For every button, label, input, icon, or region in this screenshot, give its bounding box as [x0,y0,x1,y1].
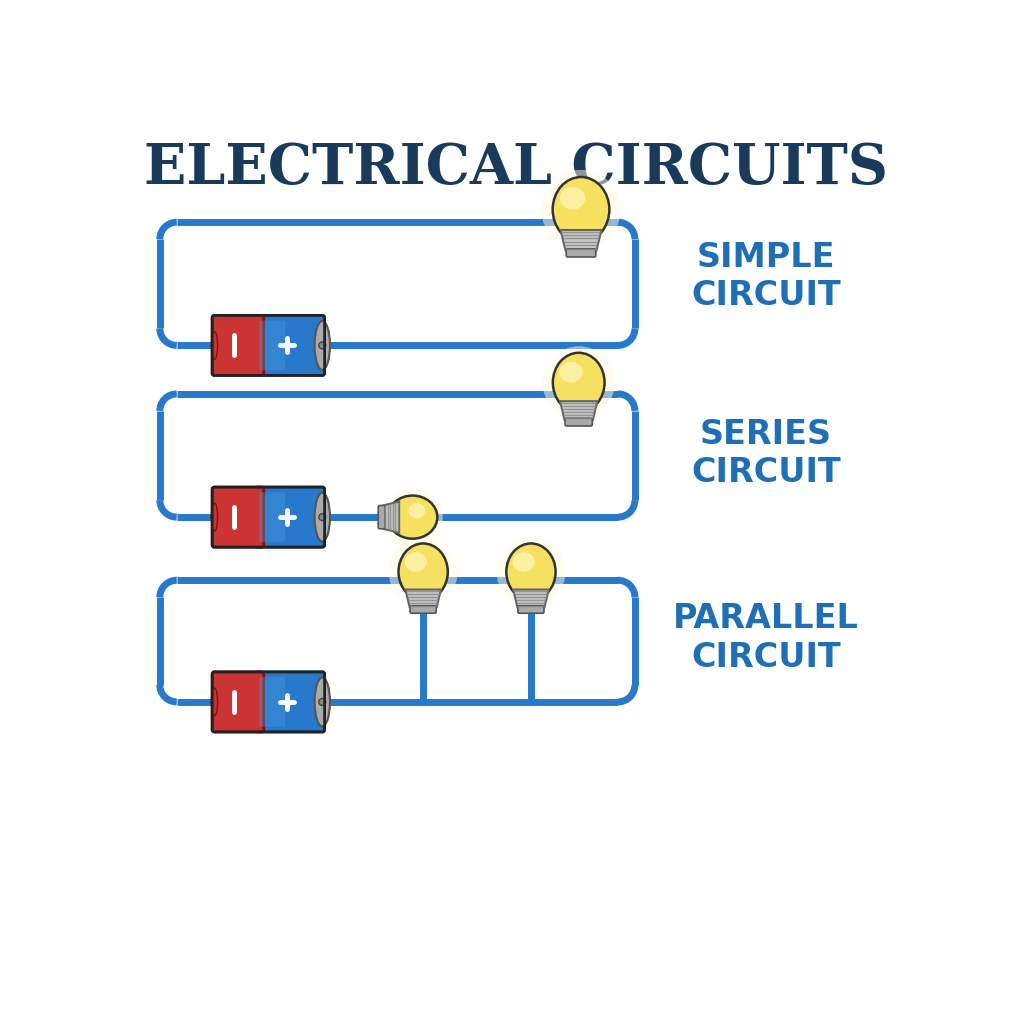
Ellipse shape [560,187,586,210]
Ellipse shape [404,552,427,571]
Ellipse shape [318,698,326,706]
Ellipse shape [506,544,556,600]
FancyBboxPatch shape [212,487,264,547]
Polygon shape [513,590,549,607]
Ellipse shape [559,361,583,383]
FancyBboxPatch shape [212,315,264,376]
FancyBboxPatch shape [566,249,596,257]
Ellipse shape [211,688,217,716]
Ellipse shape [542,170,621,249]
Ellipse shape [512,552,535,571]
Ellipse shape [543,346,615,419]
Ellipse shape [318,514,326,520]
Ellipse shape [211,332,217,359]
Ellipse shape [314,678,330,726]
Polygon shape [560,401,597,420]
FancyBboxPatch shape [255,487,325,547]
Ellipse shape [318,342,326,349]
Text: SIMPLE
CIRCUIT: SIMPLE CIRCUIT [691,241,841,311]
FancyBboxPatch shape [410,606,436,613]
Text: PARALLEL
CIRCUIT: PARALLEL CIRCUIT [673,602,859,674]
Ellipse shape [553,353,604,413]
Polygon shape [384,502,399,532]
FancyBboxPatch shape [259,493,285,542]
Ellipse shape [553,177,609,242]
Text: SERIES
CIRCUIT: SERIES CIRCUIT [691,418,841,488]
Ellipse shape [211,503,217,531]
FancyBboxPatch shape [255,672,325,732]
Ellipse shape [497,538,565,606]
FancyBboxPatch shape [259,321,285,371]
Ellipse shape [389,538,458,606]
FancyBboxPatch shape [565,418,592,426]
FancyBboxPatch shape [255,315,325,376]
FancyBboxPatch shape [259,677,285,727]
Ellipse shape [398,544,447,600]
FancyBboxPatch shape [212,672,264,732]
Ellipse shape [382,487,442,547]
FancyBboxPatch shape [518,606,544,613]
Ellipse shape [314,321,330,370]
FancyBboxPatch shape [378,506,385,528]
Ellipse shape [409,503,425,518]
Text: ELECTRICAL CIRCUITS: ELECTRICAL CIRCUITS [143,141,888,196]
Ellipse shape [314,493,330,542]
Ellipse shape [388,496,437,539]
Polygon shape [560,230,601,251]
Polygon shape [406,590,441,607]
